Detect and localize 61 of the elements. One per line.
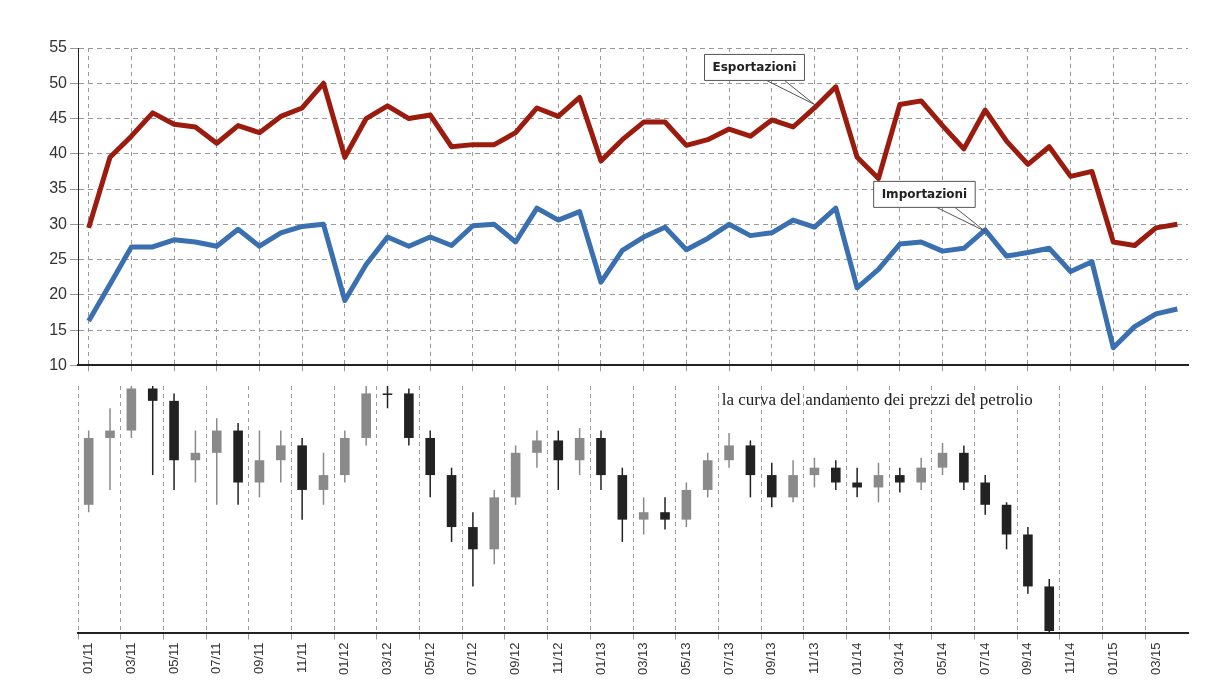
candlestick — [980, 474, 991, 516]
candlestick — [275, 429, 286, 484]
candlestick — [766, 461, 777, 509]
x-tick-label: 05/14 — [934, 642, 950, 676]
y-tick-label: 35 — [49, 179, 68, 197]
x-tick-label: 07/12 — [464, 642, 480, 676]
y-tick-label: 45 — [49, 108, 68, 126]
candlestick — [916, 457, 926, 491]
candlestick — [660, 496, 670, 531]
annotation: la curva del andamento dei prezzi del petrolio — [721, 389, 1033, 409]
x-tick-label: 09/14 — [1019, 642, 1035, 676]
y-tick-label: 40 — [49, 144, 68, 162]
annotation: Importazioni — [881, 186, 968, 201]
candlestick — [105, 407, 115, 491]
x-tick-label: 11/13 — [806, 642, 822, 675]
x-tick-label: 05/13 — [677, 642, 693, 676]
x-tick-label: 01/12 — [336, 642, 352, 676]
x-tick-label: 03/14 — [891, 642, 907, 676]
y-tick-label: 50 — [49, 73, 68, 91]
candlestick — [895, 466, 905, 494]
candlestick — [724, 432, 734, 469]
candlestick — [553, 429, 564, 491]
x-tick-label: 07/13 — [720, 642, 736, 676]
candlestick — [382, 385, 393, 410]
candlestick — [254, 429, 265, 499]
x-tick-label: 11/11 — [293, 642, 309, 674]
annotation: Esportazioni — [712, 59, 797, 74]
candlestick — [211, 417, 222, 506]
candlestick — [937, 442, 948, 476]
x-tick-label: 01/15 — [1104, 642, 1120, 676]
x-tick-label: 03/15 — [1147, 642, 1163, 676]
y-tick-label: 20 — [49, 285, 68, 303]
x-tick-label: 09/11 — [251, 642, 267, 675]
x-tick-label: 09/12 — [507, 642, 523, 676]
y-tick-label: 10 — [49, 355, 68, 373]
x-tick-label: 11/12 — [549, 642, 565, 675]
y-tick-label: 30 — [49, 214, 68, 232]
x-tick-label: 05/11 — [165, 642, 181, 675]
y-tick-label: 15 — [49, 320, 68, 338]
candlestick — [147, 385, 158, 476]
x-tick-label: 01/13 — [592, 642, 608, 676]
candlestick — [468, 511, 478, 588]
x-tick-label: 09/13 — [763, 642, 779, 676]
x-tick-label: 03/11 — [122, 642, 138, 675]
x-tick-label: 01/14 — [848, 642, 864, 676]
candlestick — [532, 429, 542, 469]
x-tick-label: 11/14 — [1062, 642, 1078, 675]
x-tick-label: 03/12 — [379, 642, 395, 676]
x-tick-label: 03/13 — [635, 642, 651, 676]
candlestick — [574, 427, 585, 476]
candlestick — [788, 459, 798, 504]
candlestick — [638, 496, 649, 536]
y-tick-label: 55 — [49, 38, 68, 56]
x-tick-label: 01/11 — [80, 642, 96, 675]
candlestick — [873, 461, 884, 504]
candlestick — [830, 459, 841, 491]
x-tick-label: 07/14 — [976, 642, 992, 676]
x-tick-label: 07/11 — [208, 642, 224, 675]
candlestick — [318, 452, 329, 506]
x-tick-label: 05/12 — [421, 642, 437, 676]
y-tick-label: 25 — [49, 250, 68, 268]
